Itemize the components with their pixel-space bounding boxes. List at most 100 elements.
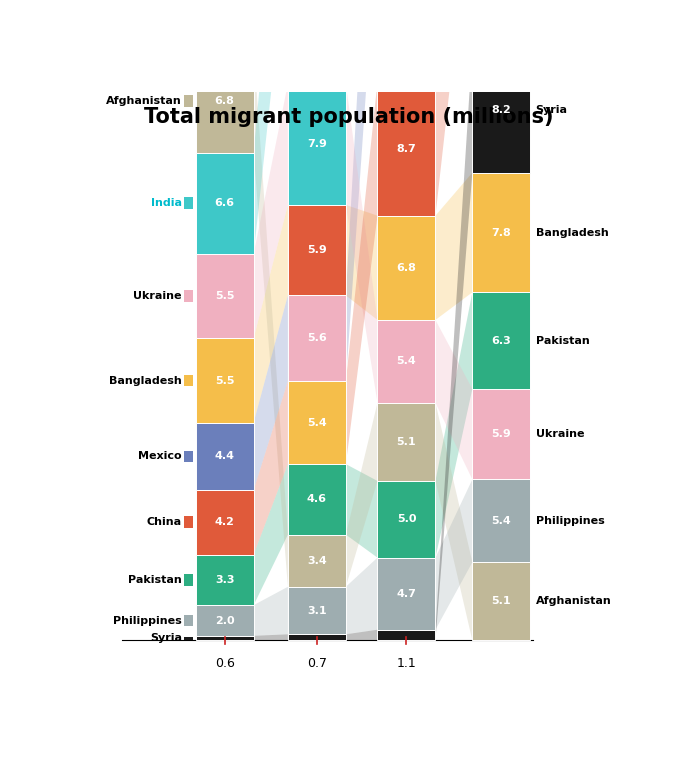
Text: 3.1: 3.1 (307, 606, 326, 616)
Polygon shape (346, 630, 377, 640)
Polygon shape (435, 403, 473, 640)
Polygon shape (346, 0, 377, 83)
FancyBboxPatch shape (184, 375, 192, 386)
Text: 1.1: 1.1 (396, 657, 416, 670)
Text: Ukraine: Ukraine (133, 291, 182, 301)
Text: Syria: Syria (150, 633, 182, 643)
FancyBboxPatch shape (288, 634, 346, 640)
FancyBboxPatch shape (473, 389, 530, 480)
Text: Philippines: Philippines (113, 616, 182, 626)
FancyBboxPatch shape (377, 0, 435, 82)
Polygon shape (435, 172, 473, 320)
Polygon shape (254, 634, 288, 640)
Text: 4.7: 4.7 (396, 589, 416, 599)
FancyBboxPatch shape (288, 205, 346, 296)
FancyBboxPatch shape (196, 423, 254, 490)
Text: 7.8: 7.8 (492, 228, 511, 237)
Text: 4.4: 4.4 (215, 451, 235, 461)
FancyBboxPatch shape (473, 293, 530, 389)
FancyBboxPatch shape (288, 0, 346, 83)
FancyBboxPatch shape (196, 0, 254, 48)
Text: 3.3: 3.3 (215, 574, 235, 585)
Polygon shape (435, 293, 473, 558)
Text: 5.4: 5.4 (307, 417, 327, 427)
Text: 5.5: 5.5 (215, 375, 235, 385)
FancyBboxPatch shape (288, 296, 346, 381)
Text: 6.6: 6.6 (215, 198, 235, 208)
Text: Bangladesh: Bangladesh (109, 375, 182, 385)
FancyBboxPatch shape (196, 48, 254, 152)
Text: 5.1: 5.1 (492, 597, 511, 607)
FancyBboxPatch shape (184, 614, 192, 627)
FancyBboxPatch shape (473, 480, 530, 562)
FancyBboxPatch shape (184, 516, 192, 529)
Text: 5.1: 5.1 (396, 437, 416, 447)
Polygon shape (254, 48, 288, 587)
FancyBboxPatch shape (196, 152, 254, 254)
Polygon shape (435, 480, 473, 630)
FancyBboxPatch shape (377, 82, 435, 216)
FancyBboxPatch shape (288, 535, 346, 587)
Text: Philippines: Philippines (536, 516, 605, 525)
FancyBboxPatch shape (196, 254, 254, 339)
FancyBboxPatch shape (196, 339, 254, 423)
Polygon shape (435, 0, 473, 216)
Text: India: India (151, 198, 182, 208)
Text: 6.8: 6.8 (215, 96, 235, 106)
Text: 5.9: 5.9 (307, 245, 327, 255)
Text: 8.2: 8.2 (492, 105, 511, 115)
FancyBboxPatch shape (473, 172, 530, 293)
Text: 8.7: 8.7 (396, 144, 416, 154)
Text: 6.8: 6.8 (396, 263, 416, 273)
Polygon shape (254, 0, 288, 83)
Polygon shape (346, 403, 377, 587)
FancyBboxPatch shape (288, 464, 346, 535)
Text: 0.6: 0.6 (215, 657, 235, 670)
Polygon shape (254, 0, 288, 254)
FancyBboxPatch shape (196, 555, 254, 605)
Polygon shape (346, 558, 377, 634)
Polygon shape (254, 587, 288, 636)
Polygon shape (254, 205, 288, 423)
Text: Total migrant population (millions): Total migrant population (millions) (143, 106, 554, 126)
Polygon shape (254, 83, 288, 339)
Text: China: China (147, 517, 182, 527)
Text: 4.6: 4.6 (307, 494, 327, 504)
Text: 5.4: 5.4 (396, 356, 416, 366)
Text: Afghanistan: Afghanistan (536, 597, 611, 607)
FancyBboxPatch shape (288, 83, 346, 205)
Text: 3.4: 3.4 (307, 555, 327, 566)
FancyBboxPatch shape (377, 216, 435, 320)
Polygon shape (254, 464, 288, 605)
FancyBboxPatch shape (377, 403, 435, 481)
FancyBboxPatch shape (184, 574, 192, 586)
Text: 5.6: 5.6 (307, 333, 327, 343)
Polygon shape (346, 464, 377, 558)
Polygon shape (435, 47, 473, 640)
FancyBboxPatch shape (288, 587, 346, 634)
Text: 2.0: 2.0 (215, 616, 235, 626)
Text: 7.9: 7.9 (307, 139, 327, 149)
Text: 5.0: 5.0 (396, 514, 416, 524)
Text: 5.9: 5.9 (492, 429, 511, 439)
Polygon shape (254, 296, 288, 490)
Text: Mexico: Mexico (138, 451, 182, 461)
FancyBboxPatch shape (184, 450, 192, 463)
FancyBboxPatch shape (473, 562, 530, 640)
FancyBboxPatch shape (473, 47, 530, 172)
FancyBboxPatch shape (184, 198, 192, 209)
Text: Pakistan: Pakistan (536, 336, 590, 345)
Text: Syria: Syria (536, 105, 568, 115)
FancyBboxPatch shape (196, 490, 254, 555)
Text: 5.4: 5.4 (492, 516, 511, 525)
Text: 0.7: 0.7 (307, 657, 327, 670)
Text: 4.2: 4.2 (215, 517, 235, 527)
Polygon shape (435, 0, 473, 82)
Text: 6.3: 6.3 (492, 336, 511, 345)
Text: 5.5: 5.5 (215, 291, 235, 301)
FancyBboxPatch shape (288, 381, 346, 464)
Polygon shape (346, 205, 377, 320)
FancyBboxPatch shape (377, 558, 435, 630)
Polygon shape (346, 82, 377, 464)
FancyBboxPatch shape (377, 630, 435, 640)
